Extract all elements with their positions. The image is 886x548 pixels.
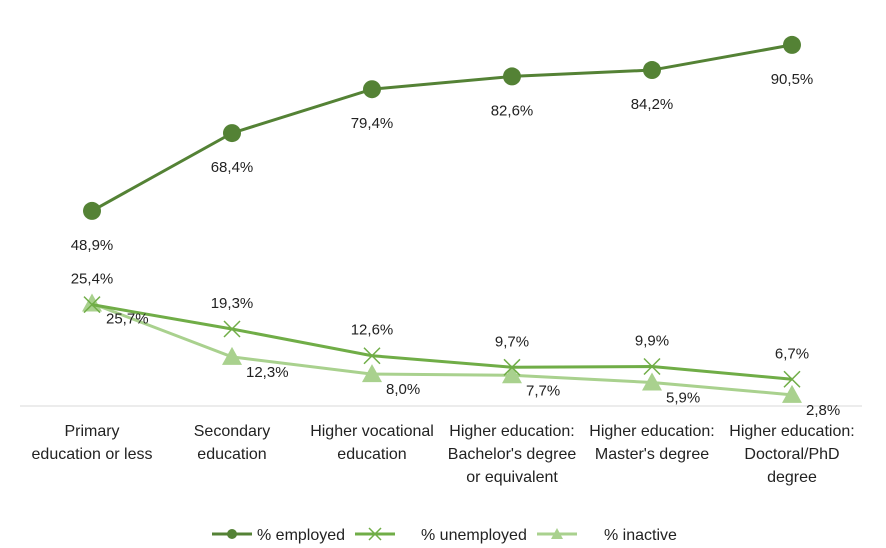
data-label-unemployed: 9,7% [495,333,529,350]
category-label: Higher education: [449,423,574,440]
data-label-unemployed: 19,3% [211,295,254,312]
category-label: education or less [32,446,153,463]
series-line-0 [91,43,793,213]
data-point-1-5 [783,370,801,388]
data-label-unemployed: 6,7% [775,345,809,362]
data-label-inactive: 12,3% [246,364,289,381]
legend: % employed % unemployed % inactive [212,527,677,544]
legend-item-2: % inactive [537,527,677,544]
data-point-2-5 [782,384,802,403]
category-label: education [337,446,406,463]
legend-item-0: % employed [212,527,345,544]
data-label-inactive: 5,9% [666,389,700,406]
data-point-0-0 [83,201,101,220]
data-label-employed: 79,4% [351,115,394,132]
legend-label: % employed [257,527,345,544]
data-label-employed: 48,9% [71,237,114,254]
data-label-layer: 48,9% 68,4% 79,4% 82,6% 84,2% 90,5% 25,4% 19,3%… [71,71,840,419]
category-label: degree [767,469,817,486]
data-point-2-4 [642,372,662,391]
series-layer [82,35,802,403]
data-point-1-2 [363,347,381,365]
category-label: Secondary [194,423,271,440]
data-label-employed: 68,4% [211,159,254,176]
category-label: Bachelor's degree [448,446,577,463]
data-point-0-3 [503,67,521,86]
legend-label: % unemployed [421,527,527,544]
legend-marker [227,529,237,539]
category-label: Primary [64,423,119,440]
data-label-inactive: 7,7% [526,382,560,399]
category-label: Doctoral/PhD [744,446,839,463]
data-point-1-1 [223,320,241,338]
legend-marker [368,527,382,541]
legend-marker [551,528,563,539]
data-label-unemployed: 25,4% [71,271,114,288]
data-label-employed: 90,5% [771,71,814,88]
category-label: education [197,446,266,463]
data-point-1-3 [503,358,521,376]
category-label-layer: Primary education or less Secondary educati… [32,423,855,486]
series-line-1 [91,303,793,381]
data-label-employed: 84,2% [631,96,674,113]
data-point-1-4 [643,357,661,376]
data-label-inactive: 25,7% [106,310,149,327]
data-label-unemployed: 12,6% [351,322,394,339]
legend-item-1: % unemployed [355,527,527,544]
data-point-0-2 [363,80,381,99]
data-label-inactive: 8,0% [386,381,420,398]
data-point-2-3 [502,365,522,384]
category-label: Higher vocational [310,423,434,440]
category-label: Higher education: [589,423,714,440]
data-point-2-1 [222,346,242,365]
data-point-1-0 [83,296,101,314]
data-point-0-1 [223,124,241,143]
legend-label: % inactive [604,527,677,544]
data-label-unemployed: 9,9% [635,332,669,349]
data-label-inactive: 2,8% [806,402,840,419]
data-point-0-5 [783,35,801,54]
category-label: or equivalent [466,469,558,486]
category-label: Higher education: [729,423,854,440]
data-label-employed: 82,6% [491,102,534,119]
series-line-2 [91,302,793,397]
data-point-2-2 [362,364,382,383]
category-label: Master's degree [595,446,709,463]
data-point-0-4 [643,61,661,80]
data-point-2-0 [82,293,102,312]
